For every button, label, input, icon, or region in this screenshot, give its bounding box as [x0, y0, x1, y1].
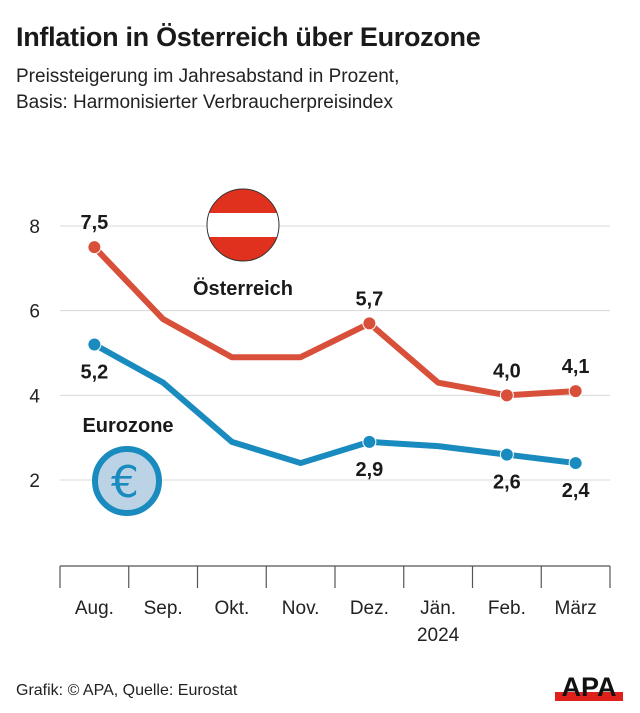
austria-flag-icon [206, 188, 280, 262]
data-label: 4,1 [562, 356, 590, 378]
x-tick-label: März [555, 598, 597, 619]
y-tick-label: 4 [29, 386, 40, 407]
data-label: 5,7 [355, 288, 383, 310]
x-tick-label: Jän. [420, 598, 456, 619]
x-tick-label: Feb. [488, 598, 526, 619]
series-line-eurozone [92, 341, 576, 467]
x-tick-label: Dez. [350, 598, 389, 619]
data-point [499, 447, 514, 462]
x-tick-label: Nov. [282, 598, 320, 619]
data-point [87, 240, 102, 255]
data-label: 5,2 [80, 362, 108, 384]
data-point [568, 384, 583, 399]
data-point [568, 456, 583, 471]
x-tick-label: Okt. [214, 598, 249, 619]
data-point [362, 434, 377, 449]
data-point [87, 337, 102, 352]
data-label: 2,4 [562, 480, 591, 502]
source-credit: Grafik: © APA, Quelle: Eurostat [16, 682, 238, 699]
x-tick-sublabel: 2024 [417, 625, 460, 646]
euro-symbol: € [111, 457, 139, 508]
y-tick-label: 8 [29, 217, 40, 238]
chart-title: Inflation in Österreich über Eurozone [16, 22, 481, 52]
data-point [362, 316, 377, 331]
chart-subtitle: Preissteigerung im Jahresabstand in Proz… [16, 64, 399, 116]
x-tick-label: Aug. [75, 598, 114, 619]
subtitle-line: Preissteigerung im Jahresabstand in Proz… [16, 66, 400, 87]
series-line-österreich [92, 245, 576, 399]
y-tick-label: 2 [29, 471, 40, 492]
euro-icon [92, 446, 162, 516]
series-label-oesterreich: Österreich [193, 277, 293, 300]
data-point [499, 388, 514, 403]
series-label-eurozone: Eurozone [82, 415, 173, 437]
data-label: 4,0 [493, 360, 521, 382]
subtitle-line: Basis: Harmonisierter Verbraucherpreisin… [16, 92, 393, 113]
apa-logo: APA [555, 672, 623, 702]
svg-text:APA: APA [561, 672, 616, 702]
data-label: 2,9 [355, 459, 383, 481]
data-label: 7,5 [80, 212, 108, 234]
data-label: 2,6 [493, 472, 521, 494]
x-tick-label: Sep. [144, 598, 183, 619]
y-tick-label: 6 [29, 302, 40, 323]
